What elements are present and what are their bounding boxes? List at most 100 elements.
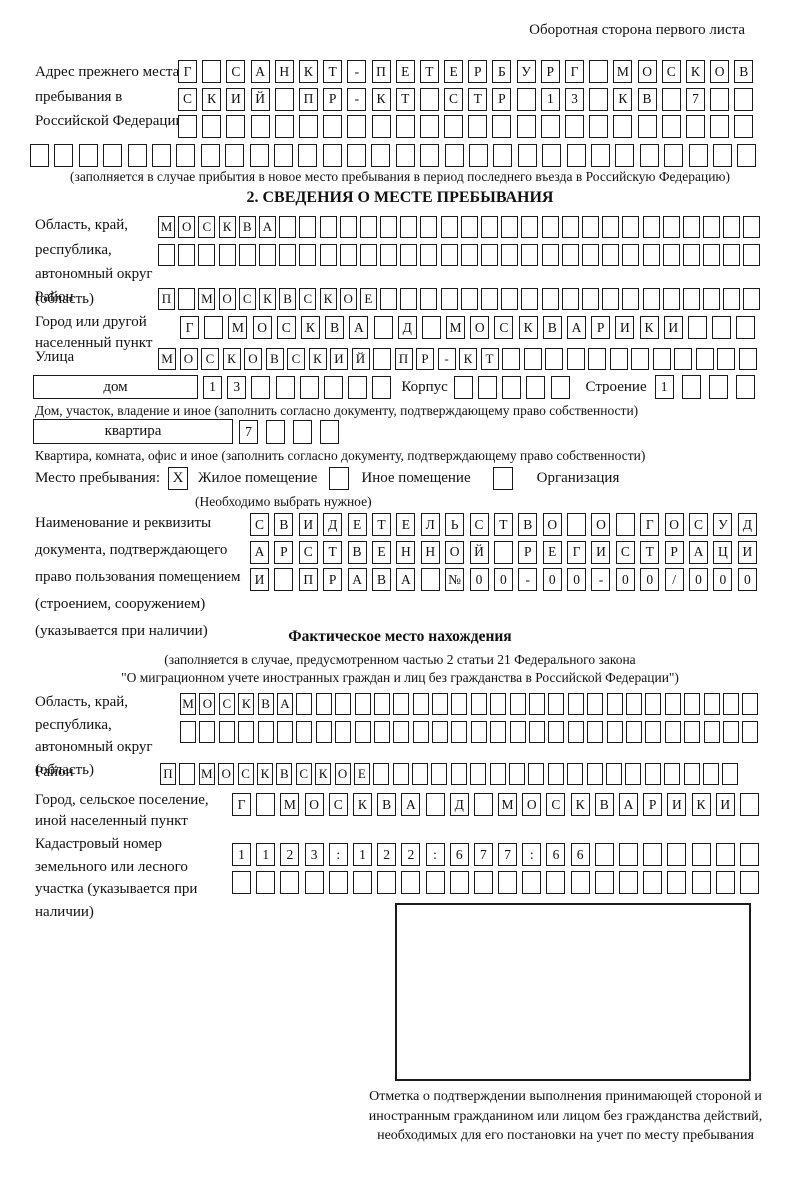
char-cell[interactable]: -: [591, 568, 611, 591]
char-cell[interactable]: [380, 244, 398, 266]
char-cell[interactable]: С: [661, 60, 681, 83]
char-cell[interactable]: [481, 216, 498, 238]
char-cell[interactable]: [602, 216, 620, 238]
char-cell[interactable]: [502, 348, 520, 370]
char-cell[interactable]: П: [158, 288, 175, 310]
char-cell[interactable]: С: [237, 763, 254, 785]
char-cell[interactable]: [708, 375, 728, 399]
char-cell[interactable]: [682, 288, 700, 310]
char-cell[interactable]: [639, 144, 659, 167]
char-cell[interactable]: Е: [444, 60, 464, 83]
char-cell[interactable]: Ь: [445, 513, 465, 536]
char-cell[interactable]: Б: [492, 60, 512, 83]
char-cell[interactable]: [449, 871, 469, 894]
char-cell[interactable]: [516, 87, 536, 111]
char-cell[interactable]: 1: [256, 843, 276, 866]
char-cell[interactable]: 3: [304, 843, 324, 866]
char-cell[interactable]: В: [279, 288, 297, 310]
char-cell[interactable]: И: [330, 348, 348, 370]
char-cell[interactable]: П: [298, 87, 318, 111]
char-cell[interactable]: А: [250, 60, 270, 83]
char-cell[interactable]: [400, 216, 418, 238]
char-cell[interactable]: [501, 244, 519, 266]
char-cell[interactable]: [498, 871, 518, 894]
char-cell[interactable]: Р: [591, 316, 611, 339]
char-cell[interactable]: [681, 375, 701, 399]
char-cell[interactable]: [561, 216, 579, 238]
char-cell[interactable]: [609, 348, 628, 370]
char-cell[interactable]: [664, 763, 681, 785]
char-cell[interactable]: К: [570, 793, 590, 816]
char-cell[interactable]: [684, 693, 701, 715]
char-cell[interactable]: [737, 144, 757, 167]
char-cell[interactable]: [347, 115, 367, 139]
char-cell[interactable]: Г: [232, 793, 251, 816]
char-cell[interactable]: [606, 693, 623, 715]
char-cell[interactable]: 0: [713, 568, 733, 591]
char-cell[interactable]: С: [287, 348, 305, 370]
char-cell[interactable]: [354, 721, 371, 743]
char-cell[interactable]: А: [619, 793, 638, 816]
char-cell[interactable]: Г: [567, 540, 587, 564]
char-cell[interactable]: [226, 115, 246, 139]
char-cell[interactable]: И: [737, 540, 757, 564]
char-cell[interactable]: [460, 216, 478, 238]
char-cell[interactable]: [521, 216, 539, 238]
char-cell[interactable]: О: [664, 513, 684, 536]
char-cell[interactable]: [667, 871, 687, 894]
char-cell[interactable]: Т: [371, 513, 391, 536]
char-cell[interactable]: К: [613, 87, 633, 111]
char-cell[interactable]: С: [295, 763, 312, 785]
char-cell[interactable]: [359, 216, 377, 238]
char-cell[interactable]: [274, 87, 294, 111]
char-cell[interactable]: С: [226, 60, 246, 83]
char-cell[interactable]: [440, 244, 458, 266]
char-cell[interactable]: [373, 316, 393, 339]
char-cell[interactable]: С: [178, 87, 197, 111]
char-cell[interactable]: 0: [640, 568, 660, 591]
char-cell[interactable]: 6: [449, 843, 469, 866]
char-cell[interactable]: [298, 144, 318, 167]
char-cell[interactable]: [625, 693, 642, 715]
char-cell[interactable]: [280, 871, 300, 894]
char-cell[interactable]: С: [615, 540, 635, 564]
char-cell[interactable]: 7: [239, 419, 258, 444]
char-cell[interactable]: [238, 721, 255, 743]
char-cell[interactable]: О: [522, 793, 542, 816]
char-cell[interactable]: [662, 216, 680, 238]
char-cell[interactable]: [372, 375, 392, 399]
char-cell[interactable]: О: [334, 763, 351, 785]
char-cell[interactable]: 2: [401, 843, 421, 866]
char-cell[interactable]: [218, 244, 236, 266]
char-cell[interactable]: [238, 244, 256, 266]
char-cell[interactable]: [380, 288, 398, 310]
char-cell[interactable]: [662, 244, 680, 266]
char-cell[interactable]: [256, 793, 276, 816]
checkbox-organizaciya[interactable]: [492, 467, 513, 490]
char-cell[interactable]: [251, 375, 271, 399]
char-cell[interactable]: В: [637, 87, 657, 111]
char-cell[interactable]: [198, 244, 216, 266]
char-cell[interactable]: [432, 693, 449, 715]
char-cell[interactable]: [715, 871, 735, 894]
char-cell[interactable]: [299, 375, 319, 399]
char-cell[interactable]: Й: [351, 348, 370, 370]
char-cell[interactable]: [613, 115, 633, 139]
char-cell[interactable]: [682, 216, 700, 238]
char-cell[interactable]: К: [459, 348, 477, 370]
char-cell[interactable]: [509, 693, 526, 715]
char-cell[interactable]: В: [276, 763, 293, 785]
char-cell[interactable]: [202, 115, 222, 139]
char-cell[interactable]: [335, 721, 352, 743]
char-cell[interactable]: [468, 115, 488, 139]
char-cell[interactable]: [622, 288, 640, 310]
char-cell[interactable]: О: [199, 693, 216, 715]
char-cell[interactable]: [151, 144, 171, 167]
char-cell[interactable]: Е: [347, 513, 367, 536]
char-cell[interactable]: В: [265, 348, 284, 370]
char-cell[interactable]: [431, 763, 448, 785]
char-cell[interactable]: -: [518, 568, 538, 591]
char-cell[interactable]: М: [158, 216, 175, 238]
char-cell[interactable]: [328, 871, 348, 894]
char-cell[interactable]: [517, 144, 537, 167]
